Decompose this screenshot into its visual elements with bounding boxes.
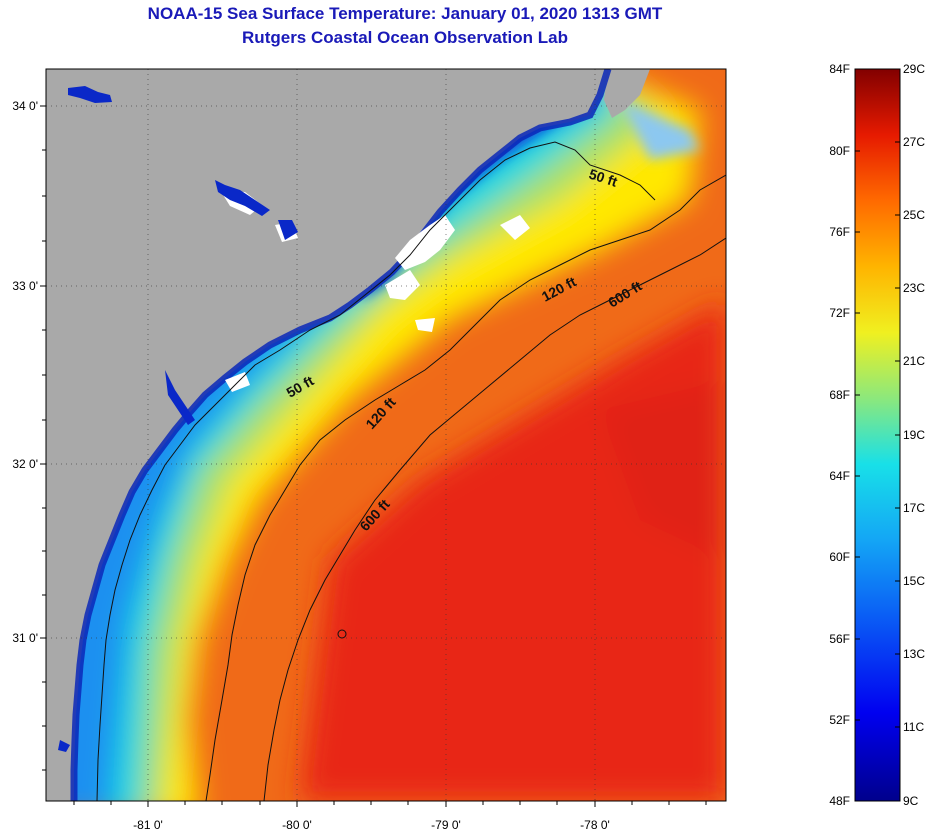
colorbar-c-29: 29C (903, 62, 925, 76)
colorbar-f-72: 72F (829, 306, 850, 320)
colorbar: 84F 80F 76F 72F 68F 64F 60F 56F 52F 48F … (829, 62, 925, 808)
colorbar-c-13: 13C (903, 647, 925, 661)
colorbar-c-19: 19C (903, 428, 925, 442)
lat-label-34: 34 0' (12, 99, 38, 113)
map-title: NOAA-15 Sea Surface Temperature: January… (147, 4, 663, 23)
colorbar-f-64: 64F (829, 469, 850, 483)
colorbar-f-68: 68F (829, 388, 850, 402)
colorbar-c-21: 21C (903, 354, 925, 368)
colorbar-c-9: 9C (903, 794, 919, 808)
colorbar-c-15: 15C (903, 574, 925, 588)
colorbar-gradient (854, 68, 901, 802)
colorbar-f-80: 80F (829, 144, 850, 158)
contour-120ft (205, 174, 726, 801)
inland-water (58, 86, 298, 752)
land-mass (46, 69, 608, 801)
graticule (46, 69, 726, 801)
colorbar-f-48: 48F (829, 794, 850, 808)
colorbar-c-27: 27C (903, 135, 925, 149)
contour-50ft (96, 141, 656, 801)
colorbar-f-60: 60F (829, 550, 850, 564)
colorbar-f-84: 84F (829, 62, 850, 76)
axis-ticks (40, 105, 707, 807)
lat-label-32: 32 0' (12, 457, 38, 471)
contour-600ft (263, 237, 726, 801)
colorbar-c-17: 17C (903, 501, 925, 515)
lon-label-80: -80 0' (282, 818, 312, 832)
lat-label-33: 33 0' (12, 279, 38, 293)
map-plot-area: 50 ft 50 ft 120 ft 120 ft 600 ft 600 ft (46, 69, 726, 801)
colorbar-c-23: 23C (903, 281, 925, 295)
bathymetry-contours (96, 141, 726, 801)
map-subtitle: Rutgers Coastal Ocean Observation Lab (242, 28, 568, 47)
colorbar-f-76: 76F (829, 225, 850, 239)
colorbar-c-25: 25C (903, 208, 925, 222)
colorbar-f-52: 52F (829, 713, 850, 727)
lon-label-81: -81 0' (133, 818, 163, 832)
plot-frame (45, 68, 727, 802)
lat-label-31: 31 0' (12, 631, 38, 645)
lon-label-79: -79 0' (431, 818, 461, 832)
lon-label-78: -78 0' (580, 818, 610, 832)
colorbar-c-11: 11C (903, 720, 924, 734)
colorbar-f-56: 56F (829, 632, 850, 646)
